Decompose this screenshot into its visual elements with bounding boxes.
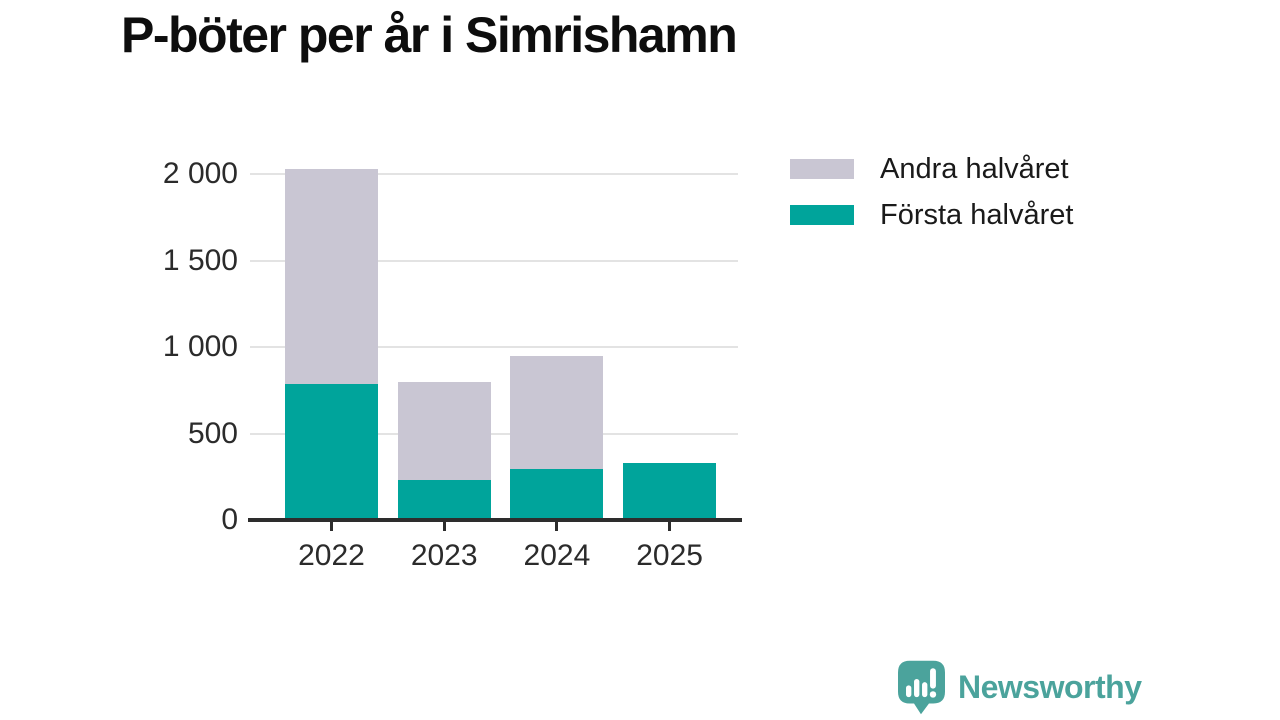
- x-tick-mark: [442, 522, 446, 531]
- brand-wordmark: Newsworthy: [958, 669, 1142, 705]
- legend-label: Andra halvåret: [880, 152, 1069, 185]
- bar-segment-2022-första: [285, 384, 378, 520]
- y-tick-label: 1 000: [162, 330, 238, 363]
- y-tick-label: 500: [187, 416, 238, 450]
- legend-label: Första halvåret: [880, 198, 1074, 231]
- gridline: [250, 173, 738, 175]
- bar-segment-2022-andra: [285, 168, 378, 385]
- brand-footer: Newsworthy: [898, 660, 1142, 715]
- gridline: [250, 432, 738, 435]
- legend-item-forsta-halvaret: Första halvåret: [790, 196, 1073, 234]
- legend-item-andra-halvaret: Andra halvåret: [790, 150, 1073, 188]
- y-tick-label: 2 000: [162, 157, 238, 190]
- x-tick-label: 2023: [410, 539, 478, 572]
- x-tick-label: 2022: [298, 539, 365, 572]
- x-tick-mark: [668, 522, 672, 531]
- bar-segment-2023-första: [397, 480, 491, 520]
- bar-segment-2025-första: [623, 462, 717, 520]
- legend-swatch-forsta-halvaret: [790, 205, 854, 225]
- gridline: [250, 346, 738, 348]
- newsworthy-speech-bubble-bar-chart-icon: [898, 660, 945, 715]
- x-axis-line: [248, 518, 742, 522]
- x-tick-mark: [555, 522, 559, 531]
- legend-swatch-andra-halvaret: [790, 159, 854, 179]
- y-tick-label: 0: [221, 503, 238, 536]
- x-tick-mark: [330, 522, 333, 531]
- y-tick-label: 1 500: [162, 243, 238, 277]
- bar-segment-2024-andra: [510, 355, 604, 469]
- chart-title: P-böter per år i Simrishamn: [121, 7, 738, 63]
- bar-segment-2024-första: [510, 468, 604, 520]
- x-tick-label: 2024: [523, 539, 591, 572]
- gridline: [250, 259, 738, 262]
- x-tick-label: 2025: [636, 539, 703, 572]
- legend: Andra halvåret Första halvåret: [790, 150, 1073, 242]
- bar-segment-2023-andra: [397, 381, 491, 481]
